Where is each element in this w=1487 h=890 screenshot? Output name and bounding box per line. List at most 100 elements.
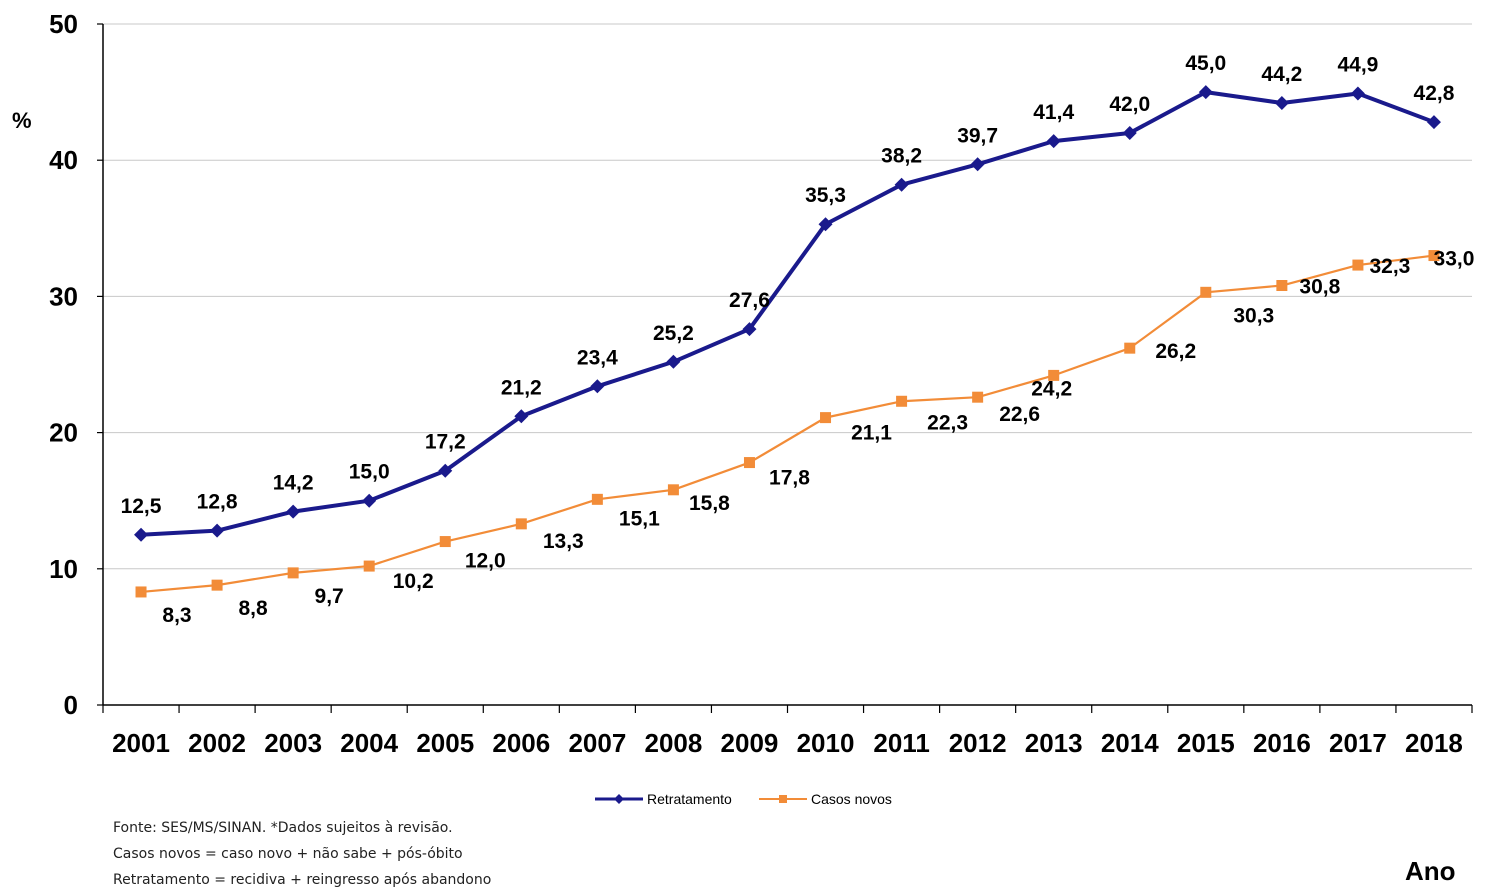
footnote-casos-novos: Casos novos = caso novo + não sabe + pós… bbox=[113, 846, 463, 862]
series-line bbox=[140, 254, 1435, 594]
x-tick-label: 2012 bbox=[949, 728, 1007, 758]
data-point bbox=[211, 579, 223, 591]
data-point bbox=[742, 322, 757, 337]
data-point bbox=[818, 217, 833, 232]
series-layer bbox=[134, 85, 1441, 598]
series-line bbox=[140, 90, 1435, 537]
x-tick-label: 2015 bbox=[1177, 728, 1235, 758]
data-label: 24,2 bbox=[1031, 377, 1072, 400]
data-point bbox=[134, 527, 149, 542]
y-tick-label: 30 bbox=[49, 281, 78, 311]
data-point bbox=[666, 354, 681, 369]
data-label: 38,2 bbox=[881, 145, 922, 168]
data-label: 25,2 bbox=[653, 322, 694, 345]
data-label: 26,2 bbox=[1155, 340, 1196, 363]
data-label: 30,8 bbox=[1299, 276, 1340, 299]
data-label: 13,3 bbox=[543, 530, 584, 553]
data-point bbox=[1350, 86, 1365, 101]
data-label: 10,2 bbox=[393, 570, 434, 593]
data-label: 12,5 bbox=[121, 495, 162, 518]
x-axis-title: Ano bbox=[1405, 856, 1456, 886]
x-tick-label: 2009 bbox=[721, 728, 779, 758]
x-tick-label: 2017 bbox=[1329, 728, 1387, 758]
x-tick-label: 2004 bbox=[340, 728, 398, 758]
data-label: 8,3 bbox=[162, 604, 191, 627]
data-point bbox=[363, 560, 375, 572]
x-tick-label: 2014 bbox=[1101, 728, 1159, 758]
data-point bbox=[438, 463, 453, 478]
data-label: 9,7 bbox=[315, 585, 344, 608]
data-point bbox=[1352, 259, 1364, 271]
data-point bbox=[362, 493, 377, 508]
x-tick-label: 2002 bbox=[188, 728, 246, 758]
legend-marker bbox=[779, 795, 787, 803]
data-labels-layer: 12,5 12,8 14,2 15,0 17,2 21,2 23,4 25,2 27,6 35,3… bbox=[121, 52, 1475, 627]
data-point bbox=[135, 586, 147, 598]
data-label: 32,3 bbox=[1369, 255, 1410, 278]
legend-marker bbox=[614, 794, 624, 804]
data-label: 22,6 bbox=[999, 403, 1040, 426]
data-point bbox=[896, 395, 908, 407]
x-tick-label: 2013 bbox=[1025, 728, 1083, 758]
data-point bbox=[1428, 250, 1440, 262]
axes bbox=[97, 23, 1473, 713]
y-tick-labels: 0 10 20 30 40 50 bbox=[49, 9, 78, 720]
footnote-source: Fonte: SES/MS/SINAN. *Dados sujeitos à r… bbox=[113, 820, 453, 836]
data-label: 23,4 bbox=[577, 346, 618, 369]
data-point bbox=[972, 391, 984, 403]
data-point bbox=[1276, 280, 1288, 292]
y-axis-title: % bbox=[12, 108, 32, 133]
data-label: 15,0 bbox=[349, 461, 390, 484]
data-point bbox=[1200, 286, 1212, 298]
x-tick-label: 2016 bbox=[1253, 728, 1311, 758]
data-point bbox=[1198, 85, 1213, 100]
data-point bbox=[591, 493, 603, 505]
x-tick-label: 2011 bbox=[873, 728, 929, 758]
data-point bbox=[1048, 369, 1060, 381]
data-point bbox=[820, 412, 832, 424]
data-point bbox=[743, 457, 755, 469]
data-label: 42,0 bbox=[1109, 93, 1150, 116]
gridlines bbox=[103, 23, 1472, 570]
data-label: 39,7 bbox=[957, 124, 998, 147]
data-label: 35,3 bbox=[805, 184, 846, 207]
x-tick-label: 2005 bbox=[416, 728, 474, 758]
data-label: 17,2 bbox=[425, 431, 466, 454]
data-label: 15,8 bbox=[689, 492, 730, 515]
legend: Retratamento Casos novos bbox=[595, 791, 892, 807]
data-label: 21,2 bbox=[501, 376, 542, 399]
data-point bbox=[1122, 125, 1137, 140]
data-point bbox=[210, 523, 225, 538]
y-tick-label: 0 bbox=[64, 690, 78, 720]
series-casos-novos bbox=[135, 250, 1440, 598]
data-label: 12,0 bbox=[465, 550, 506, 573]
data-label: 22,3 bbox=[927, 411, 968, 434]
data-point bbox=[970, 157, 985, 172]
legend-item: Casos novos bbox=[759, 791, 892, 807]
legend-label: Casos novos bbox=[811, 791, 892, 807]
data-label: 15,1 bbox=[619, 507, 660, 530]
data-point bbox=[1046, 134, 1061, 149]
data-label: 8,8 bbox=[238, 597, 268, 620]
x-tick-label: 2008 bbox=[644, 728, 702, 758]
data-label: 27,6 bbox=[729, 289, 770, 312]
data-label: 41,4 bbox=[1033, 101, 1074, 124]
data-point bbox=[667, 484, 679, 496]
data-label: 42,8 bbox=[1414, 82, 1455, 105]
data-point bbox=[894, 177, 909, 192]
data-label: 14,2 bbox=[273, 472, 314, 495]
x-tick-label: 2007 bbox=[568, 728, 626, 758]
y-tick-label: 10 bbox=[49, 554, 78, 584]
data-point bbox=[287, 567, 299, 579]
x-tick-labels: 2001 2002 2003 2004 2005 2006 2007 2008 2009 2010… bbox=[112, 728, 1463, 758]
data-point bbox=[1124, 342, 1136, 354]
data-label: 17,8 bbox=[769, 467, 810, 490]
data-point bbox=[515, 518, 527, 530]
footnote-retratamento: Retratamento = recidiva + reingresso apó… bbox=[113, 872, 492, 888]
data-label: 45,0 bbox=[1185, 52, 1226, 75]
data-label: 21,1 bbox=[851, 422, 892, 445]
data-point bbox=[590, 379, 605, 394]
y-tick-label: 50 bbox=[49, 9, 78, 39]
legend-item: Retratamento bbox=[595, 791, 732, 807]
